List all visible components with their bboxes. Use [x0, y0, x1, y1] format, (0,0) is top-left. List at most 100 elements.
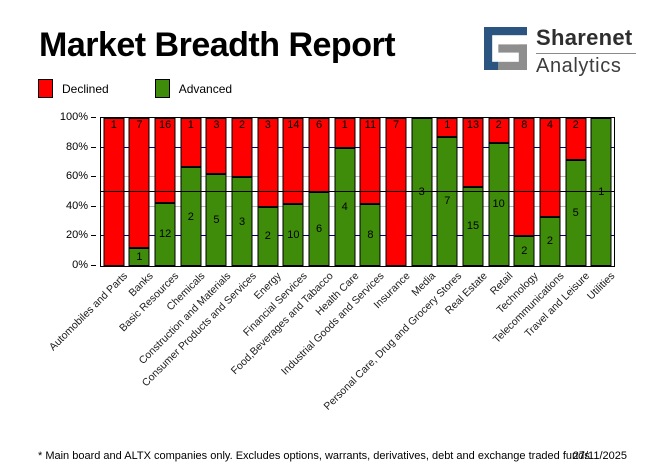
bar-column: 1: [101, 118, 127, 266]
stacked-bar: 3: [411, 118, 433, 266]
bar-column: 13 15: [460, 118, 486, 266]
x-axis-label-text: Automobiles and Parts: [47, 270, 131, 354]
declined-count-label: 11: [364, 119, 377, 131]
declined-count-label: 2: [572, 119, 579, 131]
advanced-count-label: 1: [136, 250, 143, 263]
legend-label-advanced: Advanced: [178, 81, 233, 96]
advanced-segment: [128, 247, 150, 266]
declined-count-label: 1: [341, 119, 348, 131]
declined-count-label: 8: [521, 119, 528, 131]
declined-segment: [565, 118, 587, 161]
declined-count-label: 1: [444, 119, 451, 131]
advanced-count-label: 4: [341, 200, 348, 213]
stacked-bar: 14 10: [282, 118, 304, 266]
declined-segment: [488, 118, 510, 143]
y-axis: 100% 80% 60% 40% 20% 0%: [0, 111, 96, 271]
declined-count-label: 7: [392, 119, 400, 131]
declined-count-label: 1: [110, 119, 117, 131]
advanced-segment: [154, 202, 176, 266]
advanced-count-label: 3: [418, 186, 425, 198]
advanced-count-label: 2: [546, 235, 554, 248]
declined-count-label: 3: [264, 119, 271, 131]
legend-item-declined: Declined: [38, 79, 109, 98]
declined-segment: [359, 118, 381, 204]
declined-segment: [436, 118, 458, 137]
legend-item-advanced: Advanced: [154, 79, 233, 98]
advanced-segment: [334, 147, 356, 266]
gridline-40pct: [101, 205, 614, 207]
declined-count-label: 1: [187, 119, 194, 131]
y-tick-mark: [91, 176, 96, 178]
declined-count-label: 4: [546, 119, 554, 131]
advanced-segment: [231, 177, 253, 266]
y-tick-label: 100%: [59, 111, 88, 123]
advanced-segment: [539, 216, 561, 266]
declined-segment: [231, 118, 253, 178]
advanced-count-label: 1: [598, 186, 605, 198]
declined-count-label: 7: [136, 119, 143, 131]
stacked-bar: 11 8: [359, 118, 381, 266]
declined-count-label: 6: [316, 119, 323, 131]
y-tick-mark: [91, 117, 96, 118]
bar-column: 7: [383, 118, 409, 266]
y-tick-label: 0%: [72, 259, 88, 271]
advanced-count-label: 2: [264, 230, 271, 243]
advanced-segment: [462, 186, 484, 266]
advanced-count-label: 10: [287, 229, 300, 242]
x-axis-label-text: Utilities: [585, 270, 618, 303]
advanced-count-label: 6: [316, 223, 323, 235]
advanced-segment: [359, 203, 381, 266]
report-date: 27/11/2025: [572, 450, 627, 462]
fifty-percent-line: [101, 191, 614, 192]
advanced-segment: [436, 136, 458, 266]
declined-segment: [128, 118, 150, 248]
advanced-segment: [565, 160, 587, 266]
bars-container: 1 7 1 16 12 1 2 3 5 2 3 3 2 14 10 6 6 1 4 11 8 7 3 1 7 13 15 2 10 8 2 4…: [101, 118, 614, 266]
declined-segment: [334, 118, 356, 148]
declined-count-label: 2: [239, 119, 246, 131]
logo-sub: Analytics: [536, 55, 622, 77]
bar-column: 3: [409, 118, 435, 266]
y-tick-mark: [91, 205, 96, 207]
stacked-bar: 2 10: [488, 118, 510, 266]
advanced-segment: [513, 236, 535, 266]
declined-segment: [205, 118, 227, 174]
sharenet-logo: Sharenet Analytics: [484, 27, 636, 77]
sharenet-logo-icon: [484, 27, 527, 70]
y-tick-label: 40%: [65, 199, 88, 212]
plot-area: 1 7 1 16 12 1 2 3 5 2 3 3 2 14 10 6 6 1 4 11 8 7 3 1 7 13 15 2 10 8 2 4…: [100, 117, 615, 267]
gridline-60pct: [101, 176, 614, 178]
advanced-count-label: 5: [572, 207, 579, 220]
report-title: Market Breadth Report: [39, 26, 396, 64]
declined-segment: [462, 118, 484, 187]
bar-column: 14 10: [281, 118, 307, 266]
declined-segment: [103, 118, 125, 266]
advanced-count-label: 7: [444, 195, 451, 208]
y-tick-label: 20%: [65, 229, 88, 242]
bar-column: 11 8: [358, 118, 384, 266]
advanced-segment: [282, 204, 304, 266]
advanced-segment: [488, 142, 510, 266]
bar-column: 1: [588, 118, 614, 266]
declined-segment: [154, 118, 176, 203]
y-tick-label: 60%: [65, 170, 88, 183]
advanced-count-label: 8: [367, 228, 374, 241]
bar-column: 16 12: [152, 118, 178, 266]
y-tick-label: 80%: [65, 140, 88, 153]
declined-count-label: 16: [159, 119, 172, 131]
gridline-80pct: [101, 146, 614, 148]
